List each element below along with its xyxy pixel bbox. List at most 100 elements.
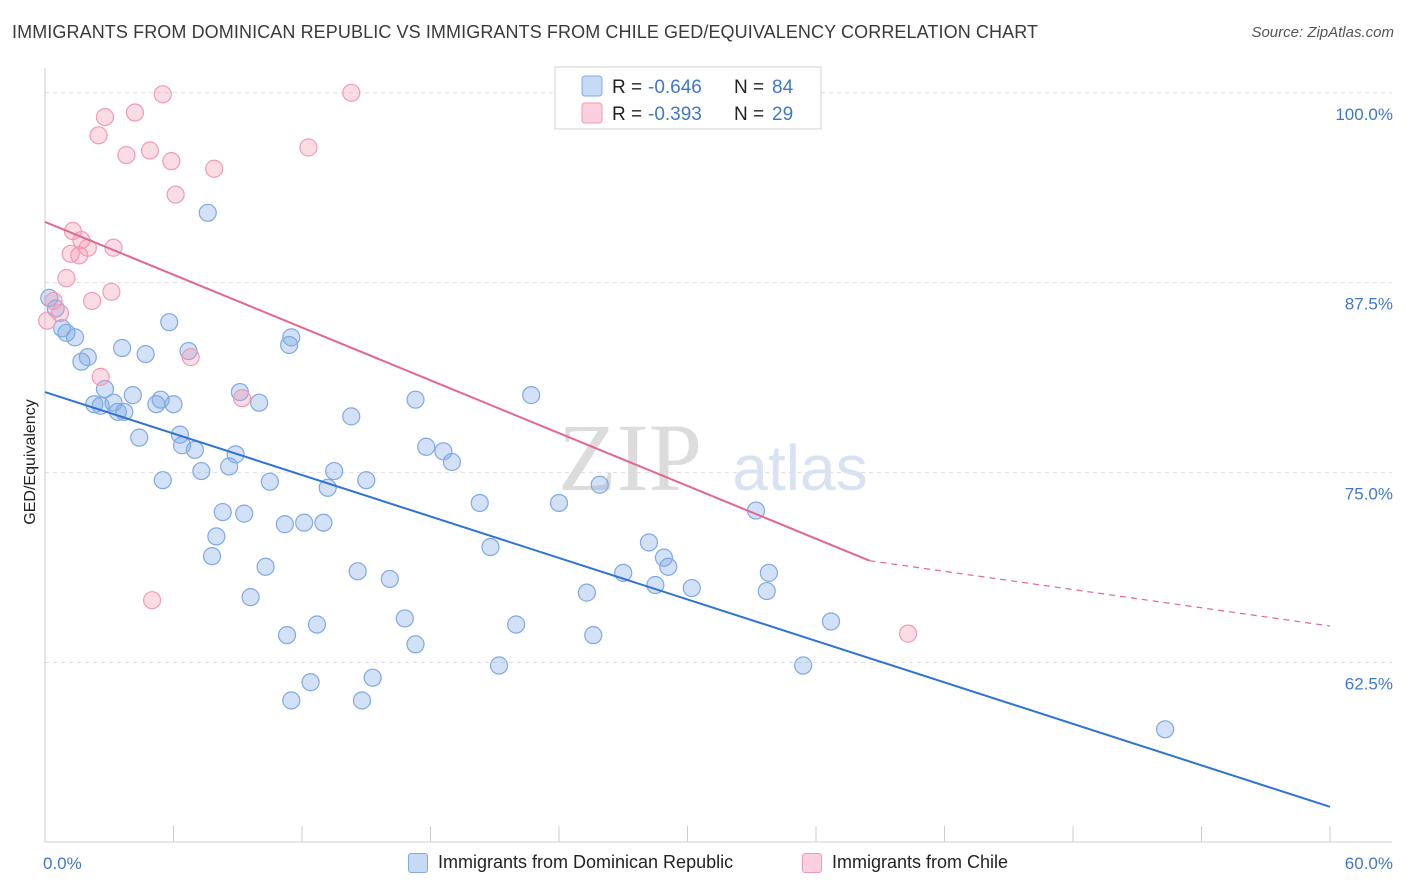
point-s0-40	[277, 626, 297, 645]
legend-box: R = -0.646 N = 84 R = -0.393 N = 29	[554, 66, 822, 130]
point-s0-44	[295, 513, 314, 532]
watermark-atlas: atlas	[732, 432, 867, 504]
point-s0-45	[301, 673, 320, 692]
point-s0-64	[489, 656, 509, 675]
point-s0-74	[654, 548, 674, 567]
x-tick-label-0: 0.0%	[43, 854, 82, 873]
legend-n-label-0: N =	[734, 77, 769, 98]
source-credit: Source: ZipAtlas.com	[1251, 24, 1394, 41]
legend-r-value-1: -0.393	[648, 104, 702, 125]
legend-swatch-dominican-republic	[581, 75, 603, 97]
trend-line-s1	[44, 220, 870, 562]
point-s0-57	[406, 635, 425, 654]
watermark: ZIP atlas	[558, 404, 868, 511]
point-s1-27	[898, 624, 918, 643]
bottom-legend: Immigrants from Dominican Republic Immig…	[0, 852, 1406, 878]
point-s0-55	[380, 569, 399, 589]
point-s0-69	[584, 626, 603, 645]
point-s0-6	[78, 348, 97, 367]
point-s1-23	[205, 159, 224, 178]
point-s1-12	[95, 107, 115, 127]
point-s0-48	[318, 478, 337, 497]
point-s0-46	[307, 615, 327, 634]
point-s0-39	[275, 515, 294, 534]
point-s0-49	[325, 461, 344, 481]
point-s0-19	[153, 471, 172, 490]
point-s0-16	[136, 344, 155, 364]
legend-swatch-pink	[802, 852, 822, 873]
point-s0-29	[207, 527, 226, 546]
gridlines	[45, 92, 1392, 663]
x-tick-label-1: 60.0%	[1345, 854, 1393, 873]
point-s0-30	[213, 502, 232, 522]
point-s0-3	[57, 323, 76, 342]
point-s0-43	[282, 328, 301, 347]
point-s0-14	[123, 386, 142, 405]
point-s1-17	[140, 141, 160, 160]
point-s1-20	[162, 152, 181, 171]
point-s1-11	[91, 367, 110, 386]
point-s0-21	[164, 395, 183, 414]
point-s0-65	[507, 615, 526, 634]
point-s0-27	[198, 203, 217, 222]
legend-n-label-1: N =	[734, 104, 769, 125]
point-s1-25	[299, 138, 318, 157]
point-s1-19	[153, 85, 172, 104]
chart-title: IMMIGRANTS FROM DOMINICAN REPUBLIC VS IM…	[12, 22, 1039, 42]
point-s0-50	[342, 407, 361, 426]
y-tick-labels: 62.5% 75.0% 87.5% 100.0%	[1335, 105, 1393, 694]
watermark-zip: ZIP	[558, 404, 702, 511]
point-s0-35	[241, 588, 260, 607]
point-s0-76	[682, 578, 701, 598]
point-s0-36	[250, 393, 269, 412]
point-s0-79	[759, 563, 778, 582]
point-s0-73	[646, 575, 665, 595]
point-s0-38	[260, 472, 279, 491]
point-s1-21	[166, 185, 185, 204]
point-s0-25	[185, 440, 205, 459]
point-s0-72	[639, 533, 659, 552]
point-s0-59	[417, 437, 436, 456]
point-s0-20	[160, 313, 179, 332]
point-s0-42	[280, 335, 299, 355]
legend-item-chile: Immigrants from Chile	[802, 852, 1008, 873]
y-tick-label-3: 100.0%	[1335, 105, 1393, 124]
point-s0-13	[112, 338, 132, 358]
legend-n-value-0: 84	[772, 77, 794, 98]
point-s0-80	[794, 656, 813, 675]
point-s1-24	[232, 389, 252, 408]
y-tick-label-1: 75.0%	[1345, 485, 1393, 504]
point-s0-41	[282, 691, 301, 710]
axes	[44, 68, 1392, 843]
legend-r-value-0: -0.646	[648, 77, 702, 98]
y-tick-label-2: 87.5%	[1345, 295, 1393, 314]
point-s0-15	[130, 428, 149, 447]
point-s0-81	[821, 612, 841, 631]
point-s1-10	[89, 126, 108, 145]
point-s1-26	[342, 83, 361, 102]
point-s0-62	[470, 493, 489, 513]
point-s0-63	[481, 537, 500, 557]
point-s0-70	[590, 475, 609, 494]
legend-label-dominican-republic: Immigrants from Dominican Republic	[438, 852, 734, 872]
point-s0-51	[348, 562, 367, 581]
point-s0-66	[522, 386, 541, 405]
trend-lines	[44, 220, 1331, 808]
point-s1-15	[117, 145, 136, 165]
trend-line-s0	[44, 391, 1331, 808]
point-s0-75	[659, 557, 678, 576]
point-s0-52	[352, 691, 372, 710]
point-s0-53	[357, 471, 376, 490]
y-tick-label-0: 62.5%	[1345, 674, 1393, 693]
legend-item-dominican-republic: Immigrants from Dominican Republic	[408, 852, 733, 873]
point-s0-61	[442, 452, 462, 472]
trend-line-dashed-s1	[869, 560, 1331, 627]
legend-r-label-1: R =	[612, 104, 647, 125]
point-s0-28	[202, 547, 222, 566]
point-s0-56	[395, 609, 414, 628]
point-s1-9	[83, 291, 102, 311]
point-s0-78	[757, 581, 776, 601]
legend-swatch-chile	[581, 102, 603, 124]
legend-r-label-0: R =	[612, 77, 647, 98]
